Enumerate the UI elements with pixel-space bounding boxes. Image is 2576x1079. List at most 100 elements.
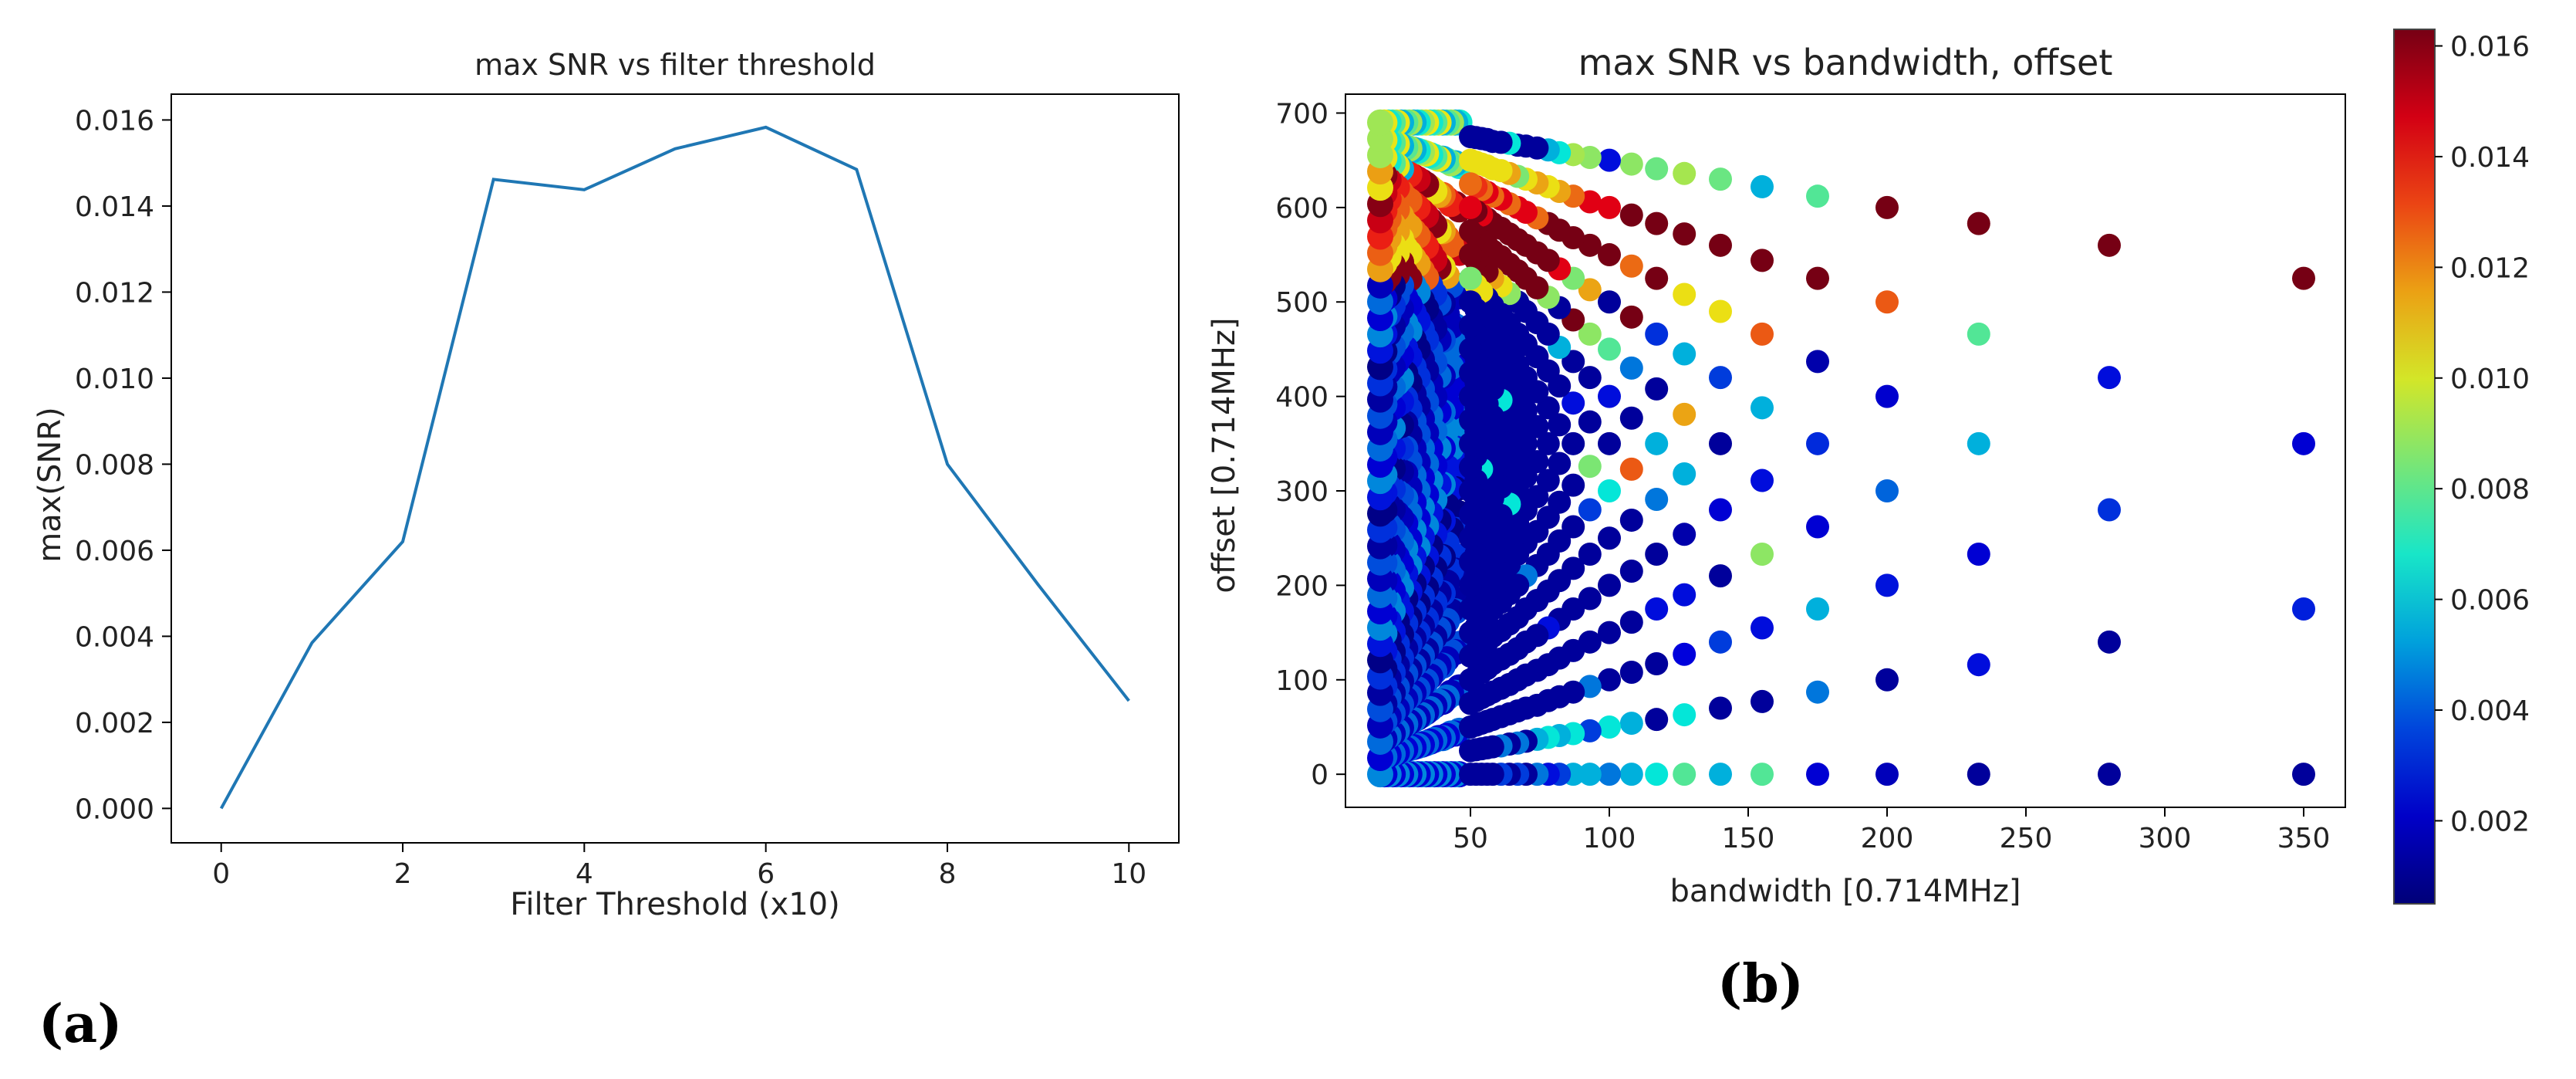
scatter-point (1673, 763, 1697, 786)
scatter-point (1875, 763, 1899, 786)
scatter-point (1645, 488, 1669, 512)
scatter-point (1751, 396, 1774, 420)
scatter-point (1598, 573, 1621, 597)
y-tick-label: 0.016 (75, 105, 154, 137)
scatter-point (1645, 597, 1669, 621)
x-tick-label: 6 (757, 858, 775, 890)
scatter-point (1619, 356, 1643, 380)
scatter-point (1561, 431, 1585, 455)
scatter-point (1598, 715, 1621, 739)
scatter-point (1806, 680, 1829, 704)
scatter-point (1459, 337, 1482, 361)
scatter-point (1709, 696, 1732, 720)
scatter-point (1645, 322, 1669, 346)
scatter-point (1459, 715, 1482, 739)
x-tick-label: 250 (2000, 823, 2053, 854)
scatter-point (1806, 597, 1829, 621)
x-tick-label: 0 (212, 858, 230, 890)
scatter-point (2098, 630, 2121, 654)
x-axis-label: Filter Threshold (x10) (510, 887, 839, 922)
scatter-point (1751, 322, 1774, 346)
scatter-point (1459, 266, 1482, 290)
scatter-point (1459, 243, 1482, 267)
series-line (219, 125, 1130, 810)
scatter-point (1875, 384, 1899, 408)
scatter-point (1967, 653, 1990, 677)
scatter-point (1459, 384, 1482, 408)
scatter-point (1967, 322, 1990, 346)
scatter-point (1459, 431, 1482, 455)
scatter-point (1578, 763, 1602, 786)
scatter-point (1619, 560, 1643, 583)
y-tick-label: 700 (1275, 98, 1329, 130)
scatter-point (1673, 282, 1697, 306)
y-tick-label: 0.010 (75, 364, 154, 395)
scatter-point (1578, 455, 1602, 479)
scatter-point (1598, 148, 1621, 172)
scatter-point (1578, 587, 1602, 611)
scatter-point (1459, 739, 1482, 763)
scatter-point (1619, 508, 1643, 532)
scatter-point (1578, 543, 1602, 567)
colorbar-tick-label: 0.004 (2450, 695, 2530, 727)
scatter-point (1578, 278, 1602, 302)
chart-title: max SNR vs filter threshold (474, 48, 876, 82)
scatter-point (1459, 313, 1482, 337)
scatter-point (1751, 174, 1774, 198)
scatter-point (1598, 337, 1621, 361)
scatter-point (1967, 763, 1990, 786)
scatter-point (1751, 763, 1774, 786)
scatter-point (1673, 222, 1697, 246)
scatter-point (1673, 402, 1697, 426)
scatter-point (1709, 763, 1732, 786)
scatter-point (1806, 350, 1829, 374)
chart-title: max SNR vs bandwidth, offset (1578, 42, 2113, 83)
colorbar-ticks: 0.002 0.004 0.006 0.008 0.010 0.012 0.014 0.016 (2435, 32, 2530, 837)
scatter-point (1561, 473, 1585, 497)
plot-area-frame (1345, 93, 2346, 808)
scatter-point (2098, 763, 2121, 786)
scatter-point (2098, 366, 2121, 390)
scatter-point (1751, 249, 1774, 272)
scatter-point (1645, 377, 1669, 401)
scatter-point (1967, 431, 1990, 455)
scatter-point (1619, 763, 1643, 786)
scatter-point (1459, 479, 1482, 503)
scatter-point (1967, 211, 1990, 235)
colorbar-tick-label: 0.014 (2450, 142, 2530, 174)
scatter-point (1619, 152, 1643, 176)
colorbar-tick-label: 0.008 (2450, 474, 2530, 506)
scatter-point (1619, 712, 1643, 736)
x-tick-label: 150 (1722, 823, 1775, 854)
panel-label: (a) (39, 993, 122, 1055)
scatter-point (1709, 366, 1732, 390)
scatter-point (1578, 410, 1602, 434)
scatter-point (1459, 526, 1482, 550)
scatter-chart-panel: max SNR vs bandwidth, offset bandwidth [… (1207, 42, 2346, 1015)
scatter-point (1459, 172, 1482, 196)
scatter-point (1967, 543, 1990, 567)
scatter-point (1806, 266, 1829, 290)
scatter-point (1645, 431, 1669, 455)
colorbar-gradient (2393, 29, 2436, 905)
scatter-point (1619, 406, 1643, 430)
scatter-point (1645, 763, 1669, 786)
axis-ticks: 0 2 4 6 8 10 0.000 0.002 0.004 0.006 0.008 0.010 0.0… (75, 105, 1146, 890)
x-tick-label: 300 (2139, 823, 2192, 854)
scatter-point (2098, 233, 2121, 257)
y-tick-label: 0.004 (75, 621, 154, 653)
scatter-point (1709, 630, 1732, 654)
scatter-point (1459, 408, 1482, 432)
scatter-point (1578, 498, 1602, 522)
scatter-point (1673, 462, 1697, 485)
scatter-point (1598, 384, 1621, 408)
scatter-point (1709, 233, 1732, 257)
scatter-point (1806, 763, 1829, 786)
scatter-point (1806, 515, 1829, 539)
scatter-point (1459, 763, 1482, 786)
scatter-point (1459, 125, 1482, 149)
scatter-point (1806, 431, 1829, 455)
panel-label: (b) (1717, 953, 1804, 1015)
scatter-point (1578, 322, 1602, 346)
scatter-point (1459, 195, 1482, 219)
